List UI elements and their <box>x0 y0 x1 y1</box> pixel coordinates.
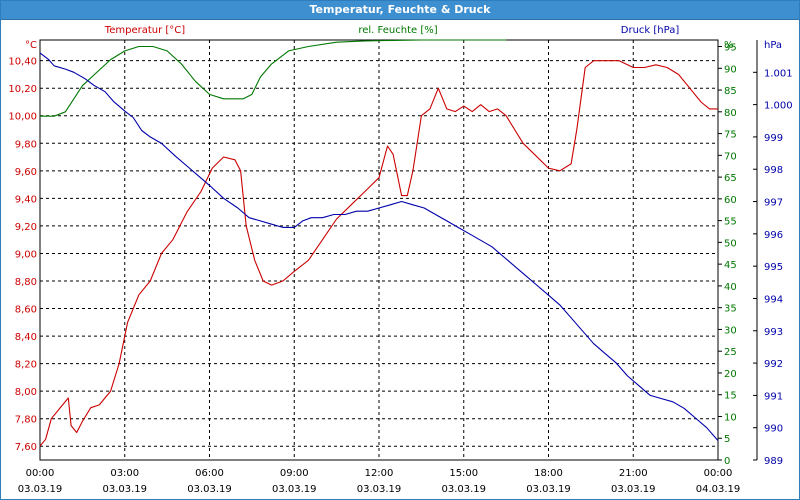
pressure-axis-unit: hPa <box>764 40 782 51</box>
humidity-tick-label: 60 <box>724 195 737 206</box>
temperature-tick-label: 10,00 <box>8 112 37 123</box>
pressure-tick-label: 999 <box>764 133 783 144</box>
humidity-tick-label: 5 <box>724 434 730 445</box>
temperature-tick-label: 8,40 <box>15 332 37 343</box>
series-pressure-line <box>39 52 719 441</box>
x-tick-time: 03:00 <box>110 468 139 479</box>
humidity-tick-label: 95 <box>724 43 737 54</box>
temperature-tick-label: 8,80 <box>15 277 37 288</box>
pressure-tick-label: 998 <box>764 165 783 176</box>
x-tick-date: 03.03.19 <box>102 484 147 495</box>
x-tick-time: 12:00 <box>365 468 394 479</box>
pressure-tick-label: 991 <box>764 391 783 402</box>
humidity-tick-label: 45 <box>724 260 737 271</box>
humidity-tick-label: 75 <box>724 130 737 141</box>
temperature-tick-label: 9,80 <box>15 139 37 150</box>
x-tick-time: 00:00 <box>704 468 733 479</box>
temperature-tick-label: 8,00 <box>15 387 37 398</box>
temperature-tick-label: 7,80 <box>15 415 37 426</box>
pressure-tick-label: 993 <box>764 327 783 338</box>
chart-title: Temperatur, Feuchte & Druck <box>1 1 799 20</box>
pressure-tick-label: 1.001 <box>764 68 793 79</box>
x-tick-date: 03.03.19 <box>18 484 63 495</box>
x-tick-time: 15:00 <box>449 468 478 479</box>
humidity-tick-label: 0 <box>724 456 730 467</box>
humidity-tick-label: 30 <box>724 325 737 336</box>
humidity-tick-label: 20 <box>724 369 737 380</box>
legend-temperature: Temperatur [°C] <box>104 25 185 36</box>
pressure-tick-label: 997 <box>764 198 783 209</box>
humidity-tick-label: 70 <box>724 151 737 162</box>
humidity-tick-label: 50 <box>724 238 737 249</box>
humidity-tick-label: 10 <box>724 412 737 423</box>
x-tick-date: 03.03.19 <box>272 484 317 495</box>
labels-group: 00:00 03.03.19 03:00 03.03.19 06:00 03.03.19 0… <box>8 25 792 495</box>
x-tick-date: 03.03.19 <box>611 484 656 495</box>
humidity-tick-label: 80 <box>724 108 737 119</box>
temperature-tick-label: 9,00 <box>15 249 37 260</box>
x-tick-date: 04.03.19 <box>696 484 741 495</box>
x-tick-date: 03.03.19 <box>526 484 571 495</box>
x-tick-date: 03.03.19 <box>441 484 486 495</box>
x-tick-time: 09:00 <box>280 468 309 479</box>
pressure-tick-label: 994 <box>764 294 783 305</box>
humidity-tick-label: 40 <box>724 282 737 293</box>
x-tick-date: 03.03.19 <box>187 484 232 495</box>
legend-humidity: rel. Feuchte [%] <box>358 25 437 36</box>
pressure-tick-label: 990 <box>764 424 783 435</box>
temperature-axis-unit: °C <box>25 40 37 51</box>
pressure-tick-label: 989 <box>764 456 783 467</box>
pressure-tick-label: 996 <box>764 230 783 241</box>
series-temperature-line <box>39 60 718 447</box>
pressure-tick-label: 995 <box>764 262 783 273</box>
legend-pressure: Druck [hPa] <box>621 25 680 36</box>
humidity-tick-label: 15 <box>724 391 737 402</box>
x-tick-time: 06:00 <box>195 468 224 479</box>
temperature-tick-label: 10,20 <box>8 84 37 95</box>
grid <box>39 39 758 461</box>
temperature-tick-label: 8,60 <box>15 305 37 316</box>
temperature-tick-label: 9,60 <box>15 167 37 178</box>
humidity-tick-label: 85 <box>724 86 737 97</box>
x-tick-time: 21:00 <box>619 468 648 479</box>
temperature-tick-label: 10,40 <box>8 57 37 68</box>
x-tick-date: 03.03.19 <box>357 484 402 495</box>
humidity-tick-label: 35 <box>724 304 737 315</box>
x-tick-time: 18:00 <box>534 468 563 479</box>
temperature-tick-label: 9,40 <box>15 194 37 205</box>
humidity-tick-label: 65 <box>724 173 737 184</box>
series-group <box>39 39 719 447</box>
humidity-axis-unit: % <box>724 40 734 51</box>
temperature-tick-label: 8,20 <box>15 360 37 371</box>
humidity-tick-label: 25 <box>724 347 737 358</box>
temperature-tick-label: 9,20 <box>15 222 37 233</box>
x-tick-time: 00:00 <box>26 468 55 479</box>
humidity-tick-label: 55 <box>724 217 737 228</box>
series-humidity-line <box>40 39 507 117</box>
humidity-tick-label: 90 <box>724 64 737 75</box>
temperature-tick-label: 7,60 <box>15 442 37 453</box>
pressure-tick-label: 1.000 <box>764 101 793 112</box>
pressure-tick-label: 992 <box>764 359 783 370</box>
